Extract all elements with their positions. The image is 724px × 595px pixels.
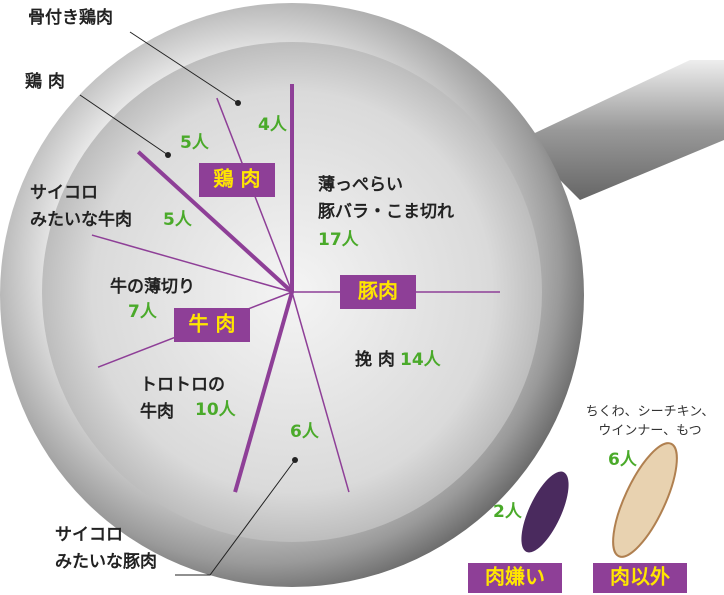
group-label: 鶏 肉 bbox=[214, 167, 261, 191]
leader-line bbox=[129, 31, 239, 104]
pan-handle bbox=[520, 60, 724, 200]
group-box bbox=[593, 563, 687, 593]
pie bbox=[91, 84, 500, 493]
slice-label: 豚バラ・こま切れ bbox=[318, 202, 454, 222]
group-label: 肉嫌い bbox=[485, 565, 545, 589]
group-label: 豚肉 bbox=[358, 279, 398, 303]
slice-label: みたいな豚肉 bbox=[55, 551, 157, 572]
slice-label: 牛肉 bbox=[140, 401, 174, 422]
slice-label: 薄っぺらい bbox=[318, 174, 403, 195]
group-box bbox=[468, 563, 562, 593]
value-label: 6人 bbox=[608, 450, 638, 470]
slice-label: 挽 肉 bbox=[355, 349, 395, 370]
eggplant bbox=[521, 471, 569, 553]
leader-dot bbox=[292, 457, 298, 463]
value-label: 6人 bbox=[290, 422, 320, 442]
value-label: 10人 bbox=[195, 400, 237, 420]
note: ちくわ、シーチキン、 bbox=[586, 405, 715, 420]
group-box bbox=[199, 163, 275, 197]
value-label: 14人 bbox=[400, 350, 442, 370]
slice-label: 骨付き鶏肉 bbox=[28, 7, 113, 28]
group-label: 牛 肉 bbox=[189, 312, 236, 336]
slice-label: 牛の薄切り bbox=[110, 276, 195, 297]
value-label: 7人 bbox=[128, 302, 158, 322]
leader-line bbox=[79, 94, 169, 156]
value-label: 4人 bbox=[258, 115, 288, 135]
sausage bbox=[612, 442, 678, 558]
slice-divider bbox=[91, 234, 293, 293]
value-label: 17人 bbox=[318, 230, 360, 250]
value-label: 5人 bbox=[163, 210, 193, 230]
slice-divider bbox=[291, 291, 350, 493]
slice-label: サイコロ bbox=[30, 183, 98, 203]
value-label: 2人 bbox=[493, 502, 523, 522]
value-label: 5人 bbox=[180, 133, 210, 153]
slice-label: トロトロの bbox=[140, 375, 225, 395]
leader-dot bbox=[235, 100, 241, 106]
group-box bbox=[340, 275, 416, 309]
note: ウインナー、もつ bbox=[598, 424, 701, 439]
group-label: 肉以外 bbox=[610, 565, 670, 589]
group-box bbox=[174, 308, 250, 342]
slice-divider bbox=[233, 291, 294, 493]
slice-label: 鶏 肉 bbox=[25, 71, 65, 92]
slice-label: サイコロ bbox=[55, 525, 123, 545]
leader-line bbox=[175, 459, 296, 576]
leader-dot bbox=[165, 152, 171, 158]
slice-divider bbox=[136, 150, 294, 294]
slice-label: みたいな牛肉 bbox=[30, 209, 132, 230]
